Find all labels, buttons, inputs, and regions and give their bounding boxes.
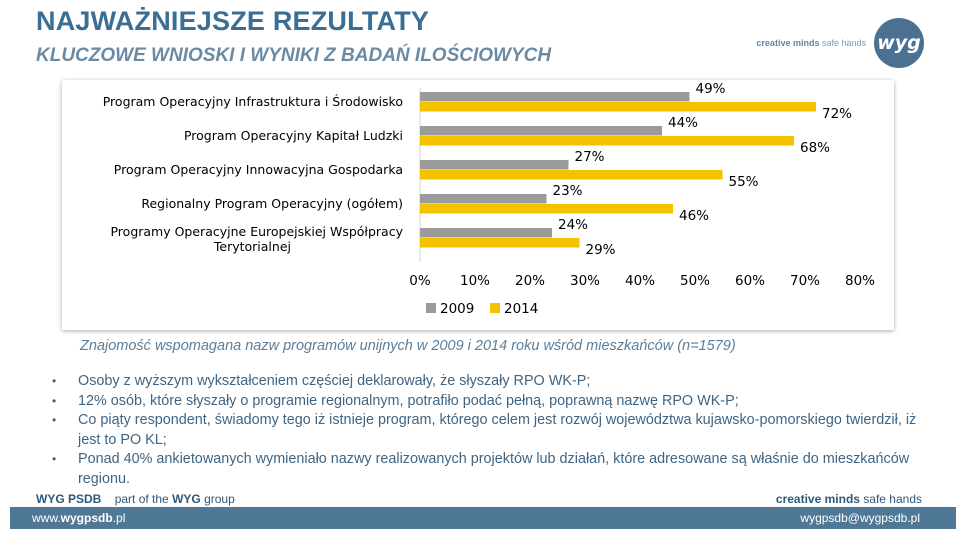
logo-tagline: creative minds safe hands [756, 38, 866, 48]
website-domain: wygpsdb [60, 511, 113, 525]
footer-org-group: WYG [172, 492, 201, 506]
finding-item: Ponad 40% ankietowanych wymieniało nazwy… [52, 450, 932, 489]
bar-2014 [420, 170, 723, 180]
wyg-logo-icon: wyg [874, 18, 924, 68]
x-tick-label: 50% [680, 273, 710, 289]
findings-list: Osoby z wyższym wykształceniem częściej … [52, 372, 932, 489]
data-label: 46% [679, 208, 709, 224]
bar-2009 [420, 92, 690, 102]
x-tick-label: 70% [790, 273, 820, 289]
category-label: Regionalny Program Operacyjny (ogółem) [141, 196, 403, 211]
data-label: 27% [575, 149, 605, 165]
bar-2009 [420, 228, 552, 238]
legend-label: 2014 [504, 301, 538, 317]
footer-org-group-rest: group [200, 492, 235, 506]
x-tick-label: 30% [570, 273, 600, 289]
chart-caption: Znajomość wspomagana nazw programów unij… [80, 338, 736, 354]
bar-2014 [420, 204, 673, 214]
data-label: 29% [586, 242, 616, 258]
footer-org-mid: part of the [114, 492, 173, 506]
website-suffix: .pl [112, 511, 126, 525]
bar-2009 [420, 126, 662, 136]
legend-swatch-2014 [490, 303, 500, 313]
chart-panel: Program Operacyjny Infrastruktura i Środ… [62, 80, 894, 330]
footer-tagline: creative minds safe hands [776, 492, 922, 506]
logo-tagline-bold: creative minds [756, 38, 820, 48]
footer-org: WYG PSDB part of the WYG group [36, 492, 235, 506]
bar-2014 [420, 136, 794, 146]
data-label: 24% [558, 217, 588, 233]
category-label: Program Operacyjny Innowacyjna Gospodark… [114, 162, 403, 177]
page-subtitle: KLUCZOWE WNIOSKI I WYNIKI Z BADAŃ ILOŚCI… [36, 45, 552, 66]
footer-tagline-rest: safe hands [859, 492, 922, 506]
page-title: NAJWAŻNIEJSZE REZULTATY [36, 6, 430, 36]
bar-2014 [420, 238, 580, 248]
finding-item: Osoby z wyższym wykształceniem częściej … [52, 372, 932, 392]
x-tick-label: 60% [735, 273, 765, 289]
category-label: Program Operacyjny Kapitał Ludzki [184, 128, 403, 143]
website-prefix: www. [32, 511, 61, 525]
category-label: Program Operacyjny Infrastruktura i Środ… [103, 94, 403, 109]
x-tick-label: 40% [625, 273, 655, 289]
finding-item: 12% osób, które słyszały o programie reg… [52, 392, 932, 412]
brand-logo: creative minds safe hands wyg [756, 18, 924, 68]
finding-item: Co piąty respondent, świadomy tego iż is… [52, 411, 932, 450]
email-link[interactable]: wygpsdb@wygpsdb.pl [800, 511, 920, 525]
data-label: 72% [822, 106, 852, 122]
bar-2009 [420, 194, 547, 204]
legend-label: 2009 [440, 301, 474, 317]
x-tick-label: 80% [845, 273, 875, 289]
bar-2014 [420, 102, 816, 112]
logo-tagline-rest: safe hands [819, 38, 866, 48]
legend-swatch-2009 [426, 303, 436, 313]
x-tick-label: 0% [409, 273, 431, 289]
footer-tagline-bold: creative minds [775, 492, 860, 506]
bar-2009 [420, 160, 569, 170]
website-link[interactable]: www.wygpsdb.pl [32, 511, 125, 525]
bar-chart: Program Operacyjny Infrastruktura i Środ… [103, 81, 875, 317]
footer-bar: www.wygpsdb.pl wygpsdb@wygpsdb.pl [10, 507, 956, 529]
data-label: 49% [696, 81, 726, 97]
category-label: Programy Operacyjne Europejskiej Współpr… [110, 224, 403, 254]
x-tick-label: 20% [515, 273, 545, 289]
footer-org-name: WYG PSDB [36, 492, 102, 506]
data-label: 23% [553, 183, 583, 199]
x-tick-label: 10% [460, 273, 490, 289]
data-label: 68% [800, 140, 830, 156]
data-label: 44% [668, 115, 698, 131]
data-label: 55% [729, 174, 759, 190]
